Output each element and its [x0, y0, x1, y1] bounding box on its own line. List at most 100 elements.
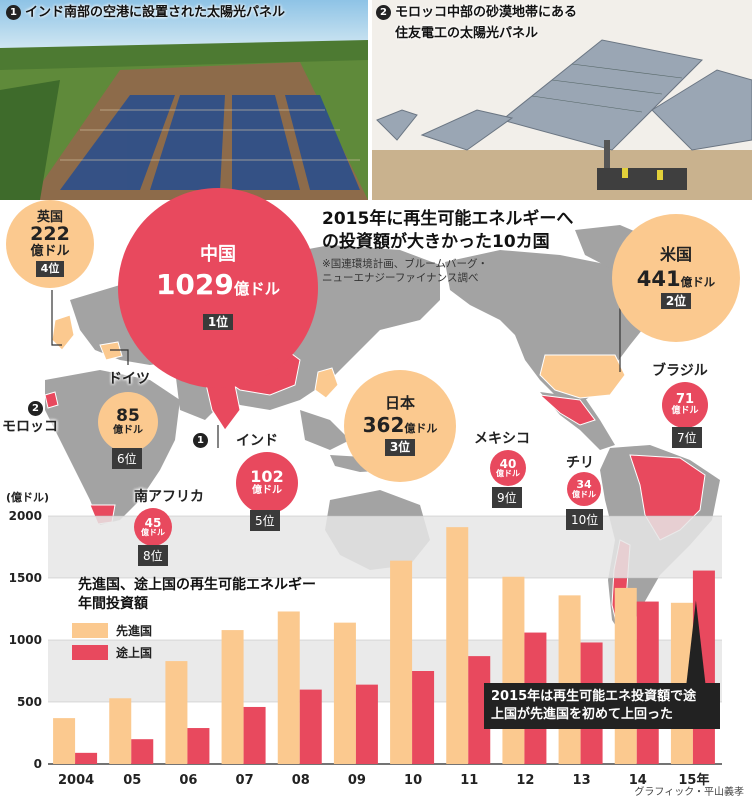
x-tick-label: 14 — [629, 773, 647, 788]
country-value: 71 — [675, 392, 695, 408]
map-note-line1: ※国連環境計画、ブルームバーグ・ — [322, 258, 488, 270]
photo-1-caption: 1 インド南部の空港に設置された太陽光パネル — [6, 4, 285, 21]
y-tick-label: 0 — [34, 757, 42, 771]
y-tick-label: 1500 — [9, 571, 42, 585]
country-value: 1029億ドル — [155, 268, 281, 302]
legend-developing: 途上国 — [72, 644, 152, 661]
country-unit: 億ドル — [141, 528, 165, 538]
bubble-usa: 米国 441億ドル 2位 — [612, 214, 740, 342]
bubble-china: 中国 1029億ドル 1位 — [118, 188, 318, 388]
map-note-line2: ニューエナジーファイナンス調べ — [322, 272, 479, 284]
bar-developed — [558, 595, 581, 764]
bubble-uk: 英国 222 億ドル 4位 — [6, 200, 94, 288]
bubble-brazil: 71 億ドル — [662, 382, 708, 428]
country-rank: 3位 — [384, 439, 416, 456]
country-rank: 2位 — [660, 292, 692, 310]
label-mexico: メキシコ — [474, 431, 530, 447]
bar-developing — [75, 752, 98, 764]
bar-developed — [333, 622, 356, 764]
country-name: 中国 — [200, 243, 236, 265]
y-axis-unit: (億ドル) — [6, 491, 50, 504]
x-tick-label: 12 — [516, 773, 534, 788]
country-value: 40 — [499, 456, 517, 471]
india-rank: 5位 — [250, 510, 280, 531]
x-tick-label: 11 — [460, 773, 478, 788]
bar-developed — [390, 560, 413, 764]
label-brazil: ブラジル — [652, 363, 708, 379]
bar-developing — [131, 739, 154, 764]
country-value: 34 — [576, 478, 592, 492]
graphic-credit: グラフィック・平山義孝 — [634, 787, 744, 798]
bubble-chile: 34 億ドル — [567, 472, 601, 506]
southafrica-rank: 8位 — [138, 545, 168, 566]
y-tick-label: 1000 — [9, 633, 42, 647]
chart-title-line2: 年間投資額 — [78, 596, 148, 612]
country-unit: 億ドル — [671, 406, 699, 417]
legend-swatch-developed — [72, 623, 108, 638]
bar-developing — [412, 671, 435, 764]
bar-developing — [187, 728, 210, 764]
country-rank: 4位 — [35, 261, 65, 277]
country-value: 362億ドル — [362, 413, 438, 438]
mexico-rank: 9位 — [492, 487, 522, 508]
photo-1-number: 1 — [6, 5, 21, 20]
bar-developing — [299, 689, 322, 764]
bar-developed — [277, 611, 300, 764]
country-name: 日本 — [384, 394, 415, 413]
country-unit: 億ドル — [30, 243, 70, 259]
x-tick-label: 07 — [236, 773, 254, 788]
annotation-callout: 2015年は再生可能エネ投資額で途 上国が先進国を初めて上回った — [484, 683, 720, 729]
marker-number: 1 — [193, 433, 208, 448]
country-value: 85 — [116, 405, 140, 426]
photo-2-caption: 2 モロッコ中部の砂漠地帯にある 住友電工の太陽光パネル — [376, 4, 577, 42]
marker-india-photo: 1 — [193, 432, 208, 448]
country-unit: 億ドル — [113, 424, 143, 436]
photo-2-number: 2 — [376, 5, 391, 20]
chart-title: 先進国、途上国の再生可能エネルギー 年間投資額 — [78, 576, 316, 614]
x-tick-label: 2004 — [58, 773, 94, 788]
bubble-germany: 85 億ドル — [98, 392, 158, 452]
annotation-line1: 2015年は再生可能エネ投資額で途 — [491, 689, 697, 704]
label-southafrica: 南アフリカ — [134, 489, 204, 505]
x-tick-label: 05 — [123, 773, 141, 788]
bar-developed — [53, 718, 76, 764]
bubble-japan: 日本 362億ドル 3位 — [344, 370, 456, 482]
x-tick-label: 08 — [292, 773, 310, 788]
y-tick-label: 2000 — [9, 509, 42, 523]
germany-rank: 6位 — [112, 448, 142, 469]
map-title-line1: 2015年に再生可能エネルギーへ — [322, 209, 574, 229]
map-title-line2: の投資額が大きかった10カ国 — [322, 232, 550, 252]
bar-developed — [221, 630, 244, 764]
bubble-mexico: 40 億ドル — [490, 450, 526, 486]
photo-india-airport-solar — [0, 0, 368, 200]
marker-morocco: 2 — [28, 400, 43, 416]
country-rank: 1位 — [202, 313, 234, 331]
country-unit: 億ドル — [252, 485, 282, 497]
map-source-note: ※国連環境計画、ブルームバーグ・ ニューエナジーファイナンス調べ — [322, 257, 488, 285]
label-india: インド — [236, 433, 278, 449]
x-tick-label: 15年 — [678, 772, 709, 788]
y-tick-label: 500 — [17, 695, 42, 709]
country-value: 441億ドル — [636, 266, 716, 291]
label-morocco: モロッコ — [2, 419, 58, 435]
x-tick-label: 13 — [573, 773, 591, 788]
country-value: 45 — [144, 515, 162, 530]
legend-label-developed: 先進国 — [116, 624, 153, 638]
annotation-line2: 上国が先進国を初めて上回った — [491, 707, 674, 722]
map-title: 2015年に再生可能エネルギーへ の投資額が大きかった10カ国 — [322, 208, 573, 254]
bar-developing — [355, 684, 378, 764]
legend-developed: 先進国 — [72, 622, 152, 639]
bar-developed — [446, 527, 469, 764]
x-tick-label: 10 — [404, 773, 422, 788]
legend-label-developing: 途上国 — [116, 646, 153, 660]
bar-developed — [502, 576, 525, 764]
photo-2-caption-line1: モロッコ中部の砂漠地帯にある — [395, 5, 578, 20]
x-tick-label: 06 — [179, 773, 197, 788]
bar-developing — [243, 706, 266, 764]
country-unit: 億ドル — [572, 489, 596, 499]
country-name: 米国 — [659, 244, 692, 264]
photo-morocco-solar — [372, 0, 752, 200]
country-value: 102 — [250, 467, 284, 487]
photo-1-caption-text: インド南部の空港に設置された太陽光パネル — [25, 5, 286, 20]
bar-developed — [614, 587, 637, 764]
